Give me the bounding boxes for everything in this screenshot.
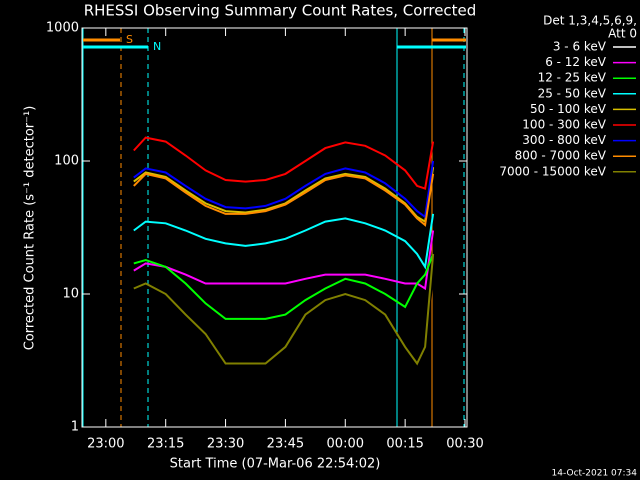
x-tick-label: 23:00 xyxy=(87,437,124,452)
series-line xyxy=(133,136,435,190)
series-line xyxy=(133,213,435,270)
x-axis-label: Start Time (07-Mar-06 22:54:02) xyxy=(170,457,381,472)
legend-label: 800 - 7000 keV xyxy=(515,149,607,163)
annotation: N xyxy=(153,40,161,53)
x-tick-label: 00:30 xyxy=(446,437,483,452)
series-line xyxy=(133,230,435,291)
markers: S N xyxy=(82,28,466,427)
chart-title: RHESSI Observing Summary Count Rates, Co… xyxy=(84,2,477,20)
series-line xyxy=(133,160,435,219)
y-tick-label: 1 xyxy=(71,420,79,435)
x-tick-label: 23:45 xyxy=(267,437,304,452)
legend-label: 3 - 6 keV xyxy=(553,40,607,54)
legend-label: 6 - 12 keV xyxy=(545,55,607,69)
y-axis-label: Corrected Count Rate (s⁻¹ detector⁻¹) xyxy=(23,106,38,351)
legend-label: 12 - 25 keV xyxy=(538,71,607,85)
legend-label: 100 - 300 keV xyxy=(522,118,606,132)
x-tick-label: 23:15 xyxy=(147,437,184,452)
annotation: S xyxy=(126,33,133,46)
legend-label: 300 - 800 keV xyxy=(522,133,606,147)
y-tick-label: 100 xyxy=(54,154,79,169)
footer: 14-Oct-2021 07:34 xyxy=(552,469,638,479)
series-line xyxy=(133,172,435,227)
series-line xyxy=(133,270,435,419)
legend-label: 50 - 100 keV xyxy=(530,102,607,116)
y-tick-label: 1000 xyxy=(46,21,79,36)
x-tick-label: 00:00 xyxy=(327,437,364,452)
legend-title: Det 1,3,4,5,6,9, xyxy=(543,14,637,28)
series-line xyxy=(133,253,435,320)
plot-frame xyxy=(81,27,468,428)
series-line xyxy=(133,253,435,366)
legend-title: Att 0 xyxy=(608,27,637,41)
legend-label: 7000 - 15000 keV xyxy=(499,164,606,178)
y-tick-label: 10 xyxy=(62,287,79,302)
legend-label: 25 - 50 keV xyxy=(538,86,607,100)
x-tick-label: 00:15 xyxy=(386,437,423,452)
x-tick-label: 23:30 xyxy=(207,437,244,452)
